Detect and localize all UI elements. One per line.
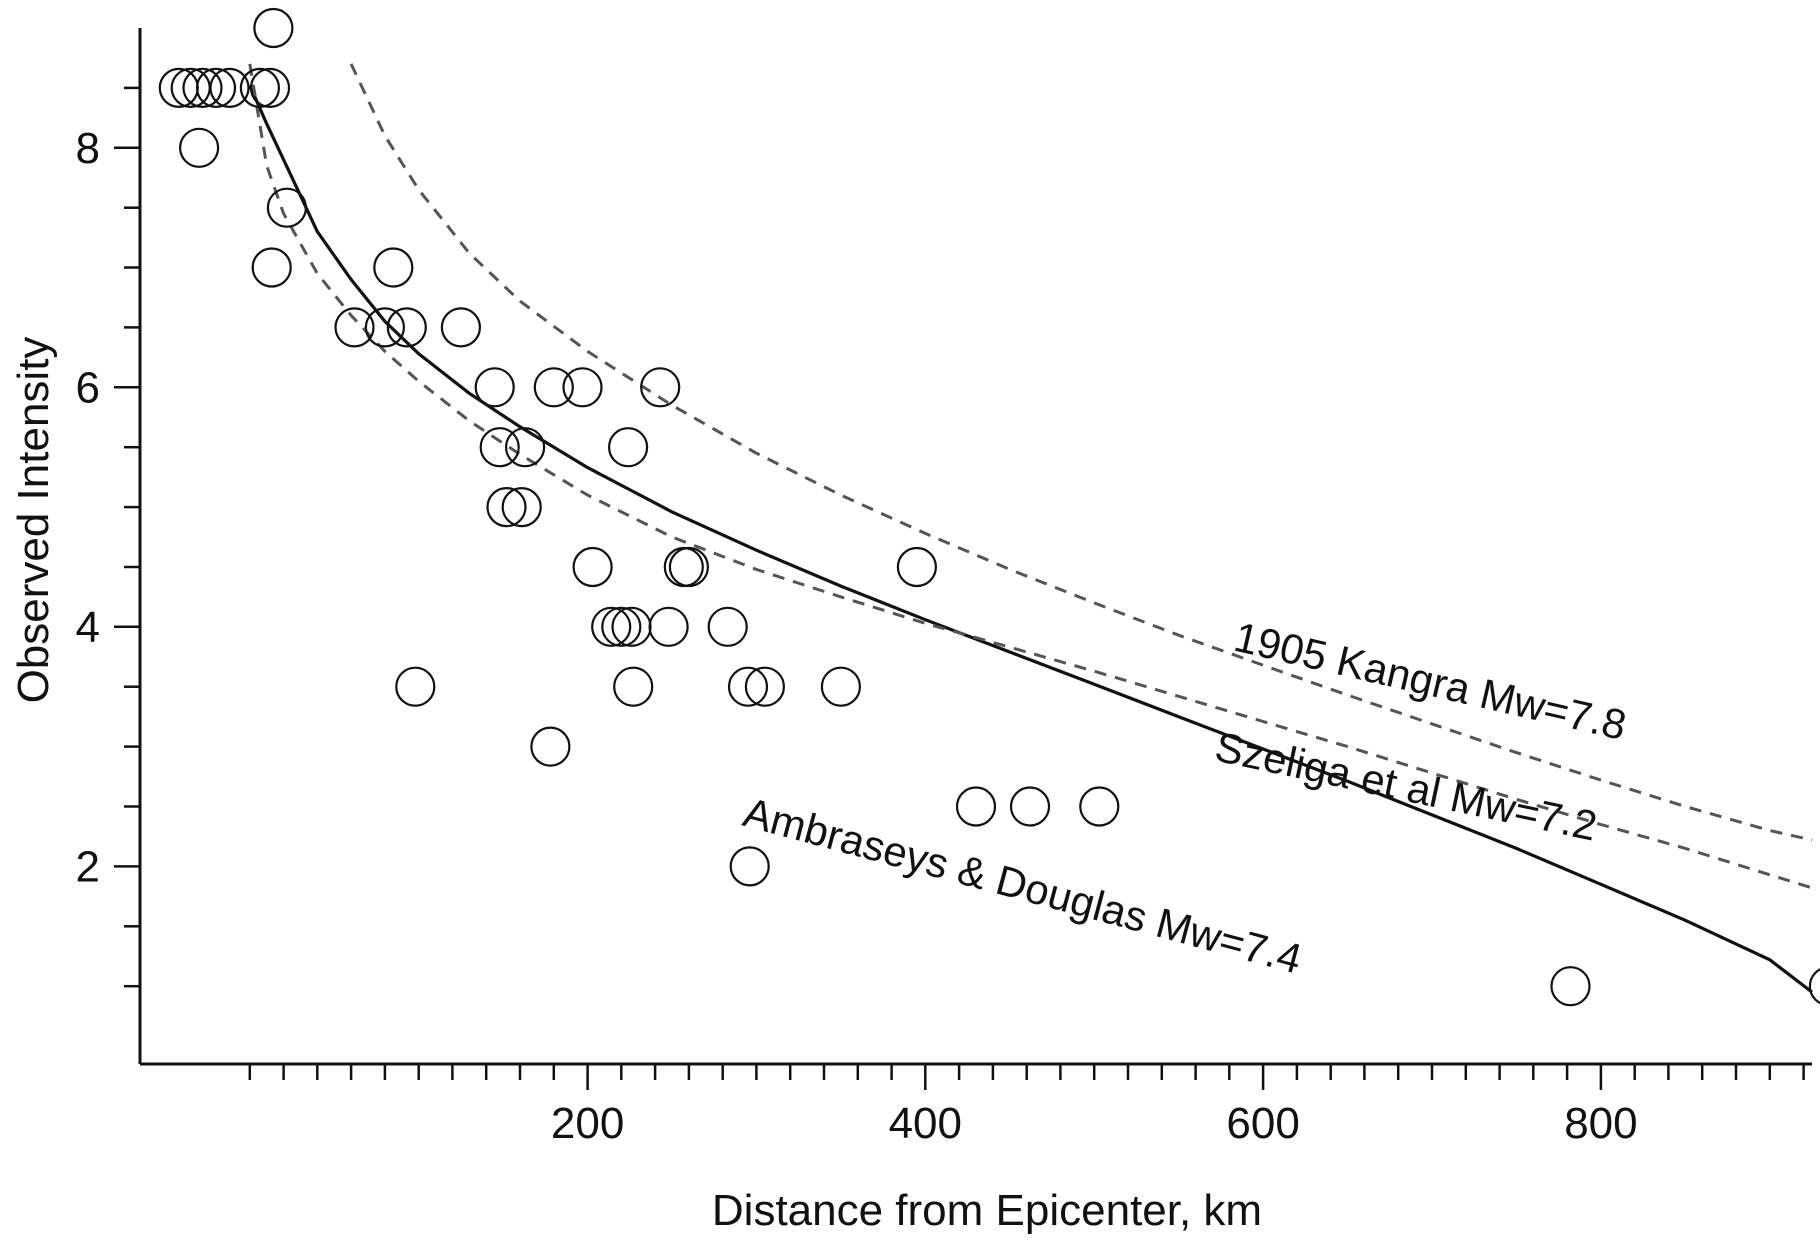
data-point (601, 606, 642, 647)
data-point (530, 726, 571, 767)
y-axis-title: Observed Intensity (9, 337, 58, 704)
y-tick-label: 4 (76, 603, 100, 652)
y-tick-label: 2 (76, 842, 100, 891)
data-point (727, 666, 769, 707)
x-tick-label: 600 (1226, 1099, 1299, 1148)
szeliga-curve-label: Szeliga et al Mw=7.2 (1211, 723, 1601, 850)
x-tick-label: 200 (551, 1099, 624, 1148)
data-point (251, 247, 292, 288)
data-point (572, 546, 613, 588)
data-point (1009, 786, 1051, 827)
data-point (266, 187, 307, 228)
data-point (158, 67, 199, 109)
x-tick-label: 400 (889, 1099, 962, 1148)
data-point (562, 367, 603, 408)
data-point (440, 307, 481, 348)
kangra-curve-label: 1905 Kangra Mw=7.8 (1230, 613, 1631, 749)
data-point (373, 247, 414, 288)
data-point (533, 367, 574, 408)
data-point (239, 67, 280, 109)
x-axis-title: Distance from Epicenter, km (712, 1186, 1262, 1235)
data-point (707, 606, 748, 647)
data-point (1079, 786, 1120, 827)
axes (138, 28, 1812, 1066)
data-point (182, 67, 223, 109)
data-point (1808, 968, 1820, 1005)
data-point (1550, 966, 1591, 1007)
data-point (474, 367, 515, 408)
attenuation-curves (248, 63, 1813, 994)
curve-szeliga (248, 63, 1813, 890)
curve-1905 (349, 63, 1813, 842)
data-point (253, 7, 294, 49)
data-point (729, 846, 770, 887)
y-tick-label: 6 (76, 363, 100, 412)
x-tick-label: 800 (1564, 1099, 1637, 1148)
data-point (386, 307, 427, 348)
observed-intensity-points (158, 7, 1820, 1007)
data-point (611, 606, 652, 647)
y-tick-label: 8 (76, 124, 100, 173)
data-point (249, 67, 291, 109)
data-point (820, 666, 862, 707)
curve-labels: 1905 Kangra Mw=7.8 Szeliga et al Mw=7.2 … (739, 613, 1631, 983)
data-point (896, 546, 938, 588)
data-point (479, 427, 520, 468)
data-point (486, 487, 527, 528)
data-point (395, 666, 436, 707)
data-point (364, 307, 405, 348)
data-point (501, 487, 542, 528)
data-point (179, 127, 220, 168)
data-point (640, 367, 681, 408)
data-point (504, 427, 546, 468)
axis-ticks: 200 400 600 800 2 4 6 8 (76, 86, 1805, 1148)
data-point (334, 307, 375, 348)
data-point (955, 786, 997, 827)
data-point (209, 67, 250, 109)
data-point (591, 606, 632, 647)
data-point (195, 67, 237, 109)
data-point (668, 546, 710, 588)
data-point (648, 606, 689, 647)
curve-ambraseys (248, 84, 1813, 994)
data-point (607, 427, 649, 468)
ambraseys-curve-label: Ambraseys & Douglas Mw=7.4 (739, 788, 1307, 982)
data-point (744, 666, 786, 707)
data-point (613, 666, 654, 707)
